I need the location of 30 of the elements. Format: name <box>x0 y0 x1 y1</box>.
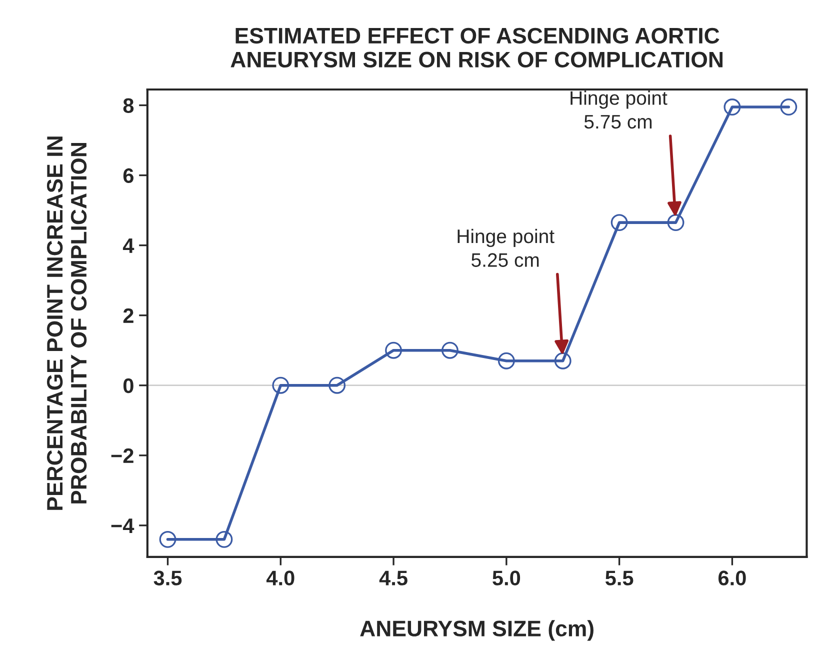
point <box>442 342 458 359</box>
point <box>610 214 628 232</box>
x-tick-label: 6.0 <box>718 570 746 586</box>
point <box>328 376 346 394</box>
point <box>385 342 402 359</box>
point <box>216 530 233 548</box>
annotation: Hinge point 5.25 cm <box>458 228 554 267</box>
point <box>159 530 176 548</box>
point <box>780 98 798 116</box>
y-tick-label: 8 <box>123 98 134 114</box>
x-tick-label: 5.5 <box>605 570 634 586</box>
x-tick-label: 5.0 <box>492 570 520 586</box>
y-tick-label: 2 <box>123 308 134 323</box>
x-tick-label: 4.5 <box>379 570 408 586</box>
y-tick-label: 4 <box>122 238 134 253</box>
point <box>554 352 572 370</box>
point <box>272 376 290 394</box>
x-axis-title: ANEURYSM SIZE (cm) <box>360 620 594 641</box>
x-tick-label: 3.5 <box>154 570 182 586</box>
annotation: Hinge point 5.75 cm <box>570 90 668 129</box>
point <box>667 214 684 232</box>
y-tick-label: −4 <box>111 518 134 533</box>
y-axis-title: PERCENTAGE POINT INCREASE IN PROBABILITY OF COMPLICATION <box>46 136 87 510</box>
point <box>724 98 741 116</box>
x-tick-label: 4.0 <box>266 570 294 586</box>
chart-title: ESTIMATED EFFECT OF ASCENDING AORTIC ANEURYSM SIZE ON RISK OF COMPLICATION <box>230 28 722 68</box>
y-tick-label: 0 <box>123 378 134 394</box>
y-tick-label: −2 <box>111 448 134 463</box>
point <box>498 352 515 370</box>
y-tick-label: 6 <box>123 168 134 184</box>
